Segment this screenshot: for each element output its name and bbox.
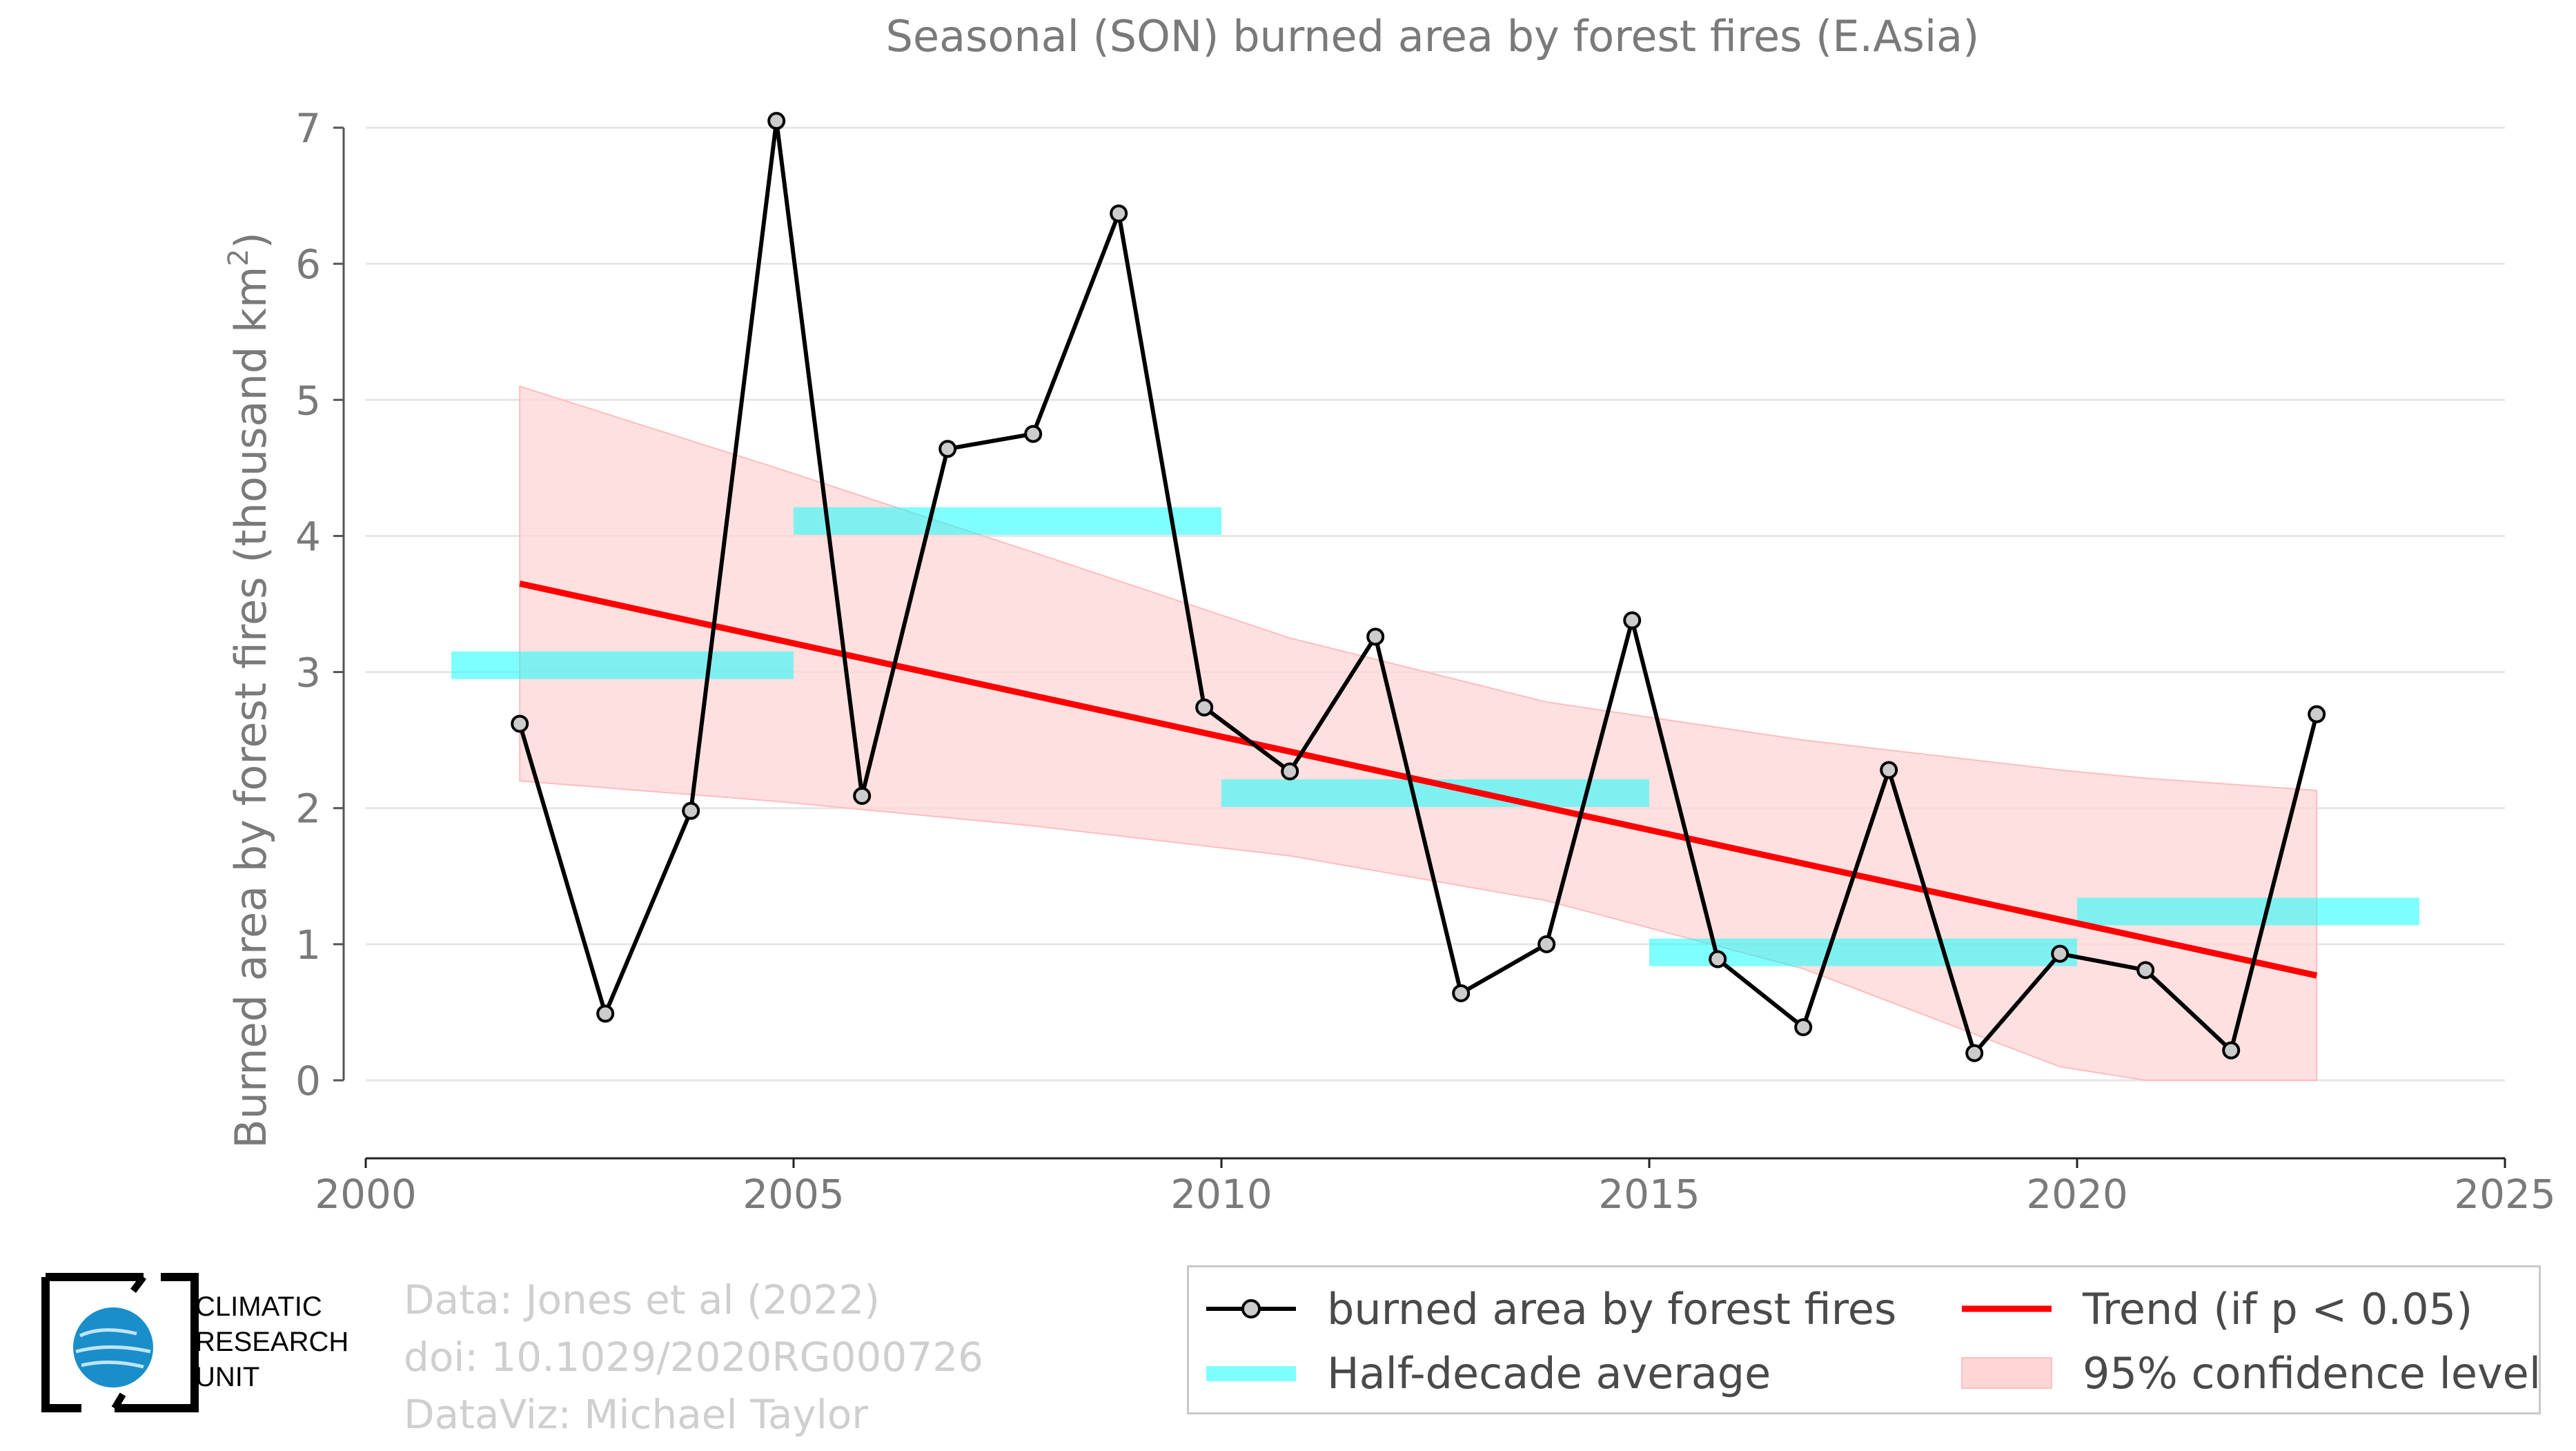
legend-red-line-icon	[1958, 1288, 2055, 1330]
data-point-19	[2136, 961, 2155, 980]
data-point-7	[1110, 204, 1128, 223]
series-layer	[511, 112, 2326, 1062]
credit-line-2: doi: 10.1029/2020RG000726	[404, 1334, 984, 1381]
data-point-17	[1965, 1044, 1984, 1062]
half-decade-bar-0	[451, 651, 794, 679]
x-tick-label-2005: 2005	[743, 1171, 845, 1218]
data-point-16	[1880, 761, 1898, 779]
y-tick-label-5: 5	[295, 377, 321, 424]
logo-line-3: UNIT	[195, 1362, 260, 1392]
legend-label-confidence: 95% confidence level	[2083, 1347, 2541, 1399]
y-tick-label-6: 6	[295, 241, 321, 288]
legend-label-trend: Trend (if p < 0.05)	[2083, 1283, 2473, 1334]
y-tick-label-2: 2	[295, 786, 321, 832]
trend-line	[519, 581, 2318, 979]
credit-line-3: DataViz: Michael Taylor	[404, 1391, 869, 1438]
data-credits: Data: Jones et al (2022) doi: 10.1029/20…	[404, 1272, 983, 1443]
y-tick-label-0: 0	[295, 1058, 321, 1104]
y-tick-label-4: 4	[295, 513, 321, 560]
y-axis-label-main: Burned area by forest fires (thousand km	[226, 266, 276, 1149]
x-tick-label-2025: 2025	[2454, 1171, 2556, 1218]
data-point-15	[1794, 1018, 1813, 1037]
data-point-13	[1623, 611, 1642, 630]
data-point-20	[2222, 1041, 2241, 1060]
legend-cyan-bar-icon	[1203, 1352, 1299, 1394]
trend-layer	[519, 581, 2318, 979]
data-point-14	[1709, 950, 1727, 968]
confidence-band-layer	[519, 385, 2318, 1081]
cru-logo	[40, 1270, 200, 1414]
data-point-4	[853, 786, 872, 805]
y-axis-label: Burned area by forest fires (thousand km…	[223, 232, 276, 1149]
data-point-10	[1366, 627, 1385, 646]
legend-line-marker-icon	[1203, 1288, 1299, 1330]
half-decade-bar-4	[2077, 897, 2419, 926]
credit-line-1: Data: Jones et al (2022)	[404, 1276, 880, 1323]
burned-area-line	[518, 119, 2319, 1055]
data-point-8	[1195, 698, 1214, 717]
data-point-1	[596, 1004, 615, 1023]
legend-item-half-decade: Half-decade average	[1203, 1345, 1771, 1401]
x-tick-label-2020: 2020	[2026, 1171, 2128, 1218]
chart-title: Seasonal (SON) burned area by forest fir…	[886, 11, 1980, 61]
data-point-3	[767, 112, 786, 130]
x-tick-label-2015: 2015	[1598, 1171, 1700, 1218]
x-tick-label-2010: 2010	[1170, 1171, 1272, 1218]
y-tick-label-1: 1	[295, 922, 321, 968]
y-tick-label-3: 3	[295, 650, 321, 697]
data-point-2	[682, 801, 700, 820]
legend-pink-patch-icon	[1958, 1352, 2055, 1394]
data-point-21	[2308, 705, 2326, 723]
x-tick-label-2000: 2000	[315, 1171, 417, 1218]
data-point-9	[1281, 762, 1299, 781]
confidence-band	[519, 385, 2318, 1081]
data-point-18	[2051, 944, 2069, 963]
y-tick-label-7: 7	[295, 105, 321, 152]
legend-label-half-decade: Half-decade average	[1327, 1347, 1771, 1399]
half-decade-bar-1	[794, 507, 1221, 535]
legend: burned area by forest fires Half-decade …	[1187, 1265, 2541, 1414]
data-point-6	[1024, 425, 1043, 443]
legend-item-trend: Trend (if p < 0.05)	[1958, 1281, 2472, 1336]
y-axis-label-sup: 2	[223, 249, 255, 266]
y-axis-label-end: )	[226, 232, 276, 249]
legend-item-burned-area: burned area by forest fires	[1203, 1281, 1896, 1336]
legend-label-burned-area: burned area by forest fires	[1327, 1283, 1897, 1334]
data-point-5	[938, 440, 957, 458]
logo-line-1: CLIMATIC	[195, 1292, 322, 1322]
data-point-0	[511, 714, 529, 733]
logo-line-2: RESEARCH	[195, 1327, 349, 1357]
data-point-12	[1537, 935, 1556, 953]
axes: 0 1 2 3 4 5 6 7 2000 2005 2010 2015 2020 2025	[295, 105, 2556, 1218]
data-point-11	[1452, 984, 1471, 1002]
legend-item-confidence: 95% confidence level	[1958, 1345, 2541, 1401]
cru-logo-text: CLIMATIC RESEARCH UNIT	[195, 1289, 348, 1395]
